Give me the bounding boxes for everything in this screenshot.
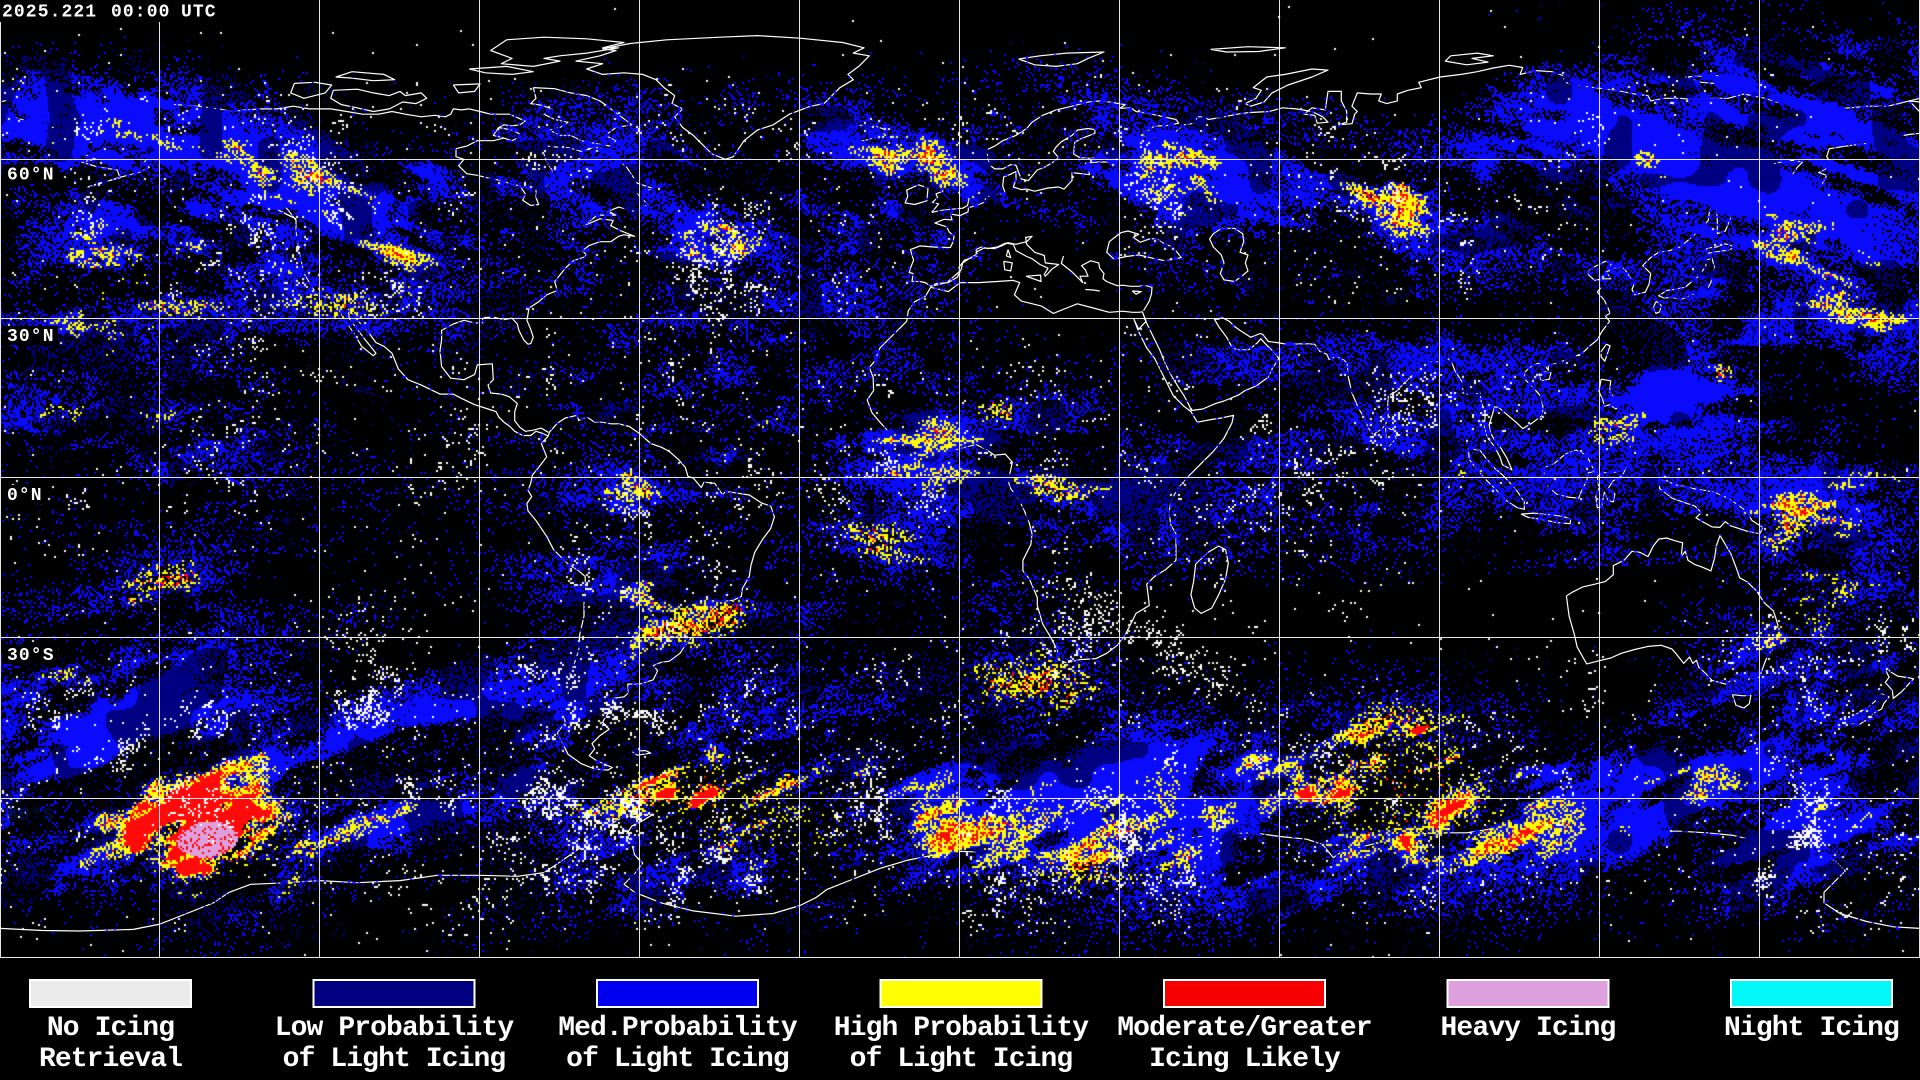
svg-text:30°S: 30°S	[7, 646, 55, 666]
svg-text:Icing Likely: Icing Likely	[1149, 1044, 1341, 1075]
svg-text:Heavy Icing: Heavy Icing	[1441, 1013, 1616, 1044]
svg-text:Moderate/Greater: Moderate/Greater	[1117, 1013, 1371, 1044]
svg-text:Night Icing: Night Icing	[1724, 1013, 1899, 1044]
svg-text:Low Probability: Low Probability	[275, 1013, 515, 1044]
svg-text:of Light Icing: of Light Icing	[283, 1044, 506, 1075]
svg-text:0°N: 0°N	[7, 486, 43, 506]
svg-text:30°N: 30°N	[7, 327, 55, 347]
svg-text:2025.221: 2025.221	[2, 3, 97, 23]
svg-text:of Light Icing: of Light Icing	[566, 1044, 789, 1075]
svg-text:of Light Icing: of Light Icing	[850, 1044, 1073, 1075]
svg-text:High Probability: High Probability	[834, 1013, 1090, 1044]
svg-text:UTC: UTC	[181, 3, 217, 23]
svg-text:Retrieval: Retrieval	[39, 1044, 182, 1075]
svg-text:60°S: 60°S	[7, 806, 55, 826]
svg-text:00:00: 00:00	[111, 3, 171, 23]
svg-text:No Icing: No Icing	[47, 1013, 174, 1044]
svg-text:Med.Probability: Med.Probability	[558, 1013, 798, 1044]
svg-text:60°N: 60°N	[7, 166, 55, 186]
